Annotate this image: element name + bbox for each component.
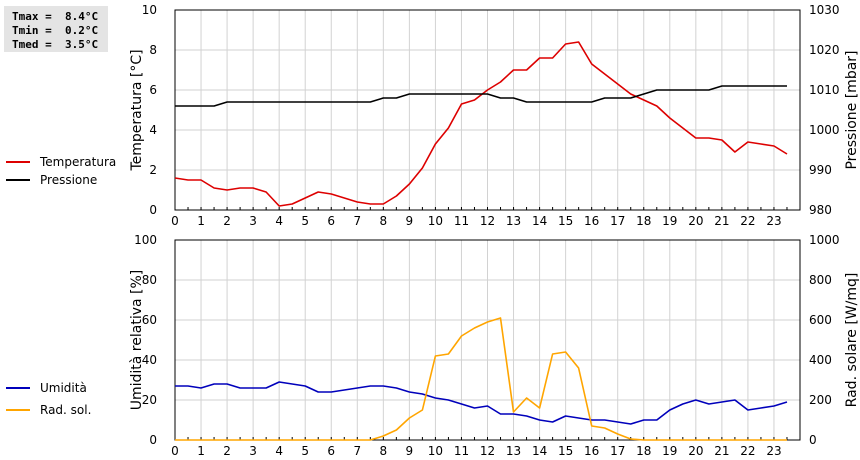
bottom-xtick-label: 20 xyxy=(688,444,703,458)
top-xtick-label: 9 xyxy=(406,214,414,228)
top-ytick-label: 10 xyxy=(142,3,157,17)
top-series-pressione xyxy=(175,85,787,107)
tmax-stat: Tmax = 8.4°C xyxy=(12,10,99,23)
top-y2tick-label: 990 xyxy=(809,163,832,177)
bottom-xtick-label: 0 xyxy=(171,444,179,458)
top-ytick-label: 0 xyxy=(149,203,157,217)
top-xtick-label: 3 xyxy=(249,214,257,228)
top-ylabel: Temperatura [°C] xyxy=(129,49,145,171)
bottom-xtick-label: 3 xyxy=(249,444,257,458)
top-y2tick-label: 1030 xyxy=(809,3,840,17)
top-ytick-label: 6 xyxy=(149,83,157,97)
bottom-xtick-label: 5 xyxy=(301,444,309,458)
bottom-ytick-label: 0 xyxy=(149,433,157,447)
top-xtick-label: 5 xyxy=(301,214,309,228)
top-xtick-label: 14 xyxy=(532,214,547,228)
bottom-xtick-label: 18 xyxy=(636,444,651,458)
bottom-ytick-label: 60 xyxy=(142,313,157,327)
top-y2tick-label: 1020 xyxy=(809,43,840,57)
legend-label-temperatura: Temperatura xyxy=(40,155,117,169)
top-xtick-label: 22 xyxy=(740,214,755,228)
legend-item-temperatura: Temperatura xyxy=(6,155,116,169)
bottom-y2label: Rad. solare [W/mq] xyxy=(844,273,860,408)
bottom-xtick-label: 21 xyxy=(714,444,729,458)
bottom-xtick-label: 11 xyxy=(454,444,469,458)
bottom-xtick-label: 16 xyxy=(584,444,599,458)
top-xtick-label: 7 xyxy=(353,214,361,228)
bottom-xtick-label: 8 xyxy=(380,444,388,458)
top-xtick-label: 8 xyxy=(380,214,388,228)
legend-label-radsol: Rad. sol. xyxy=(40,403,92,417)
tmed-stat: Tmed = 3.5°C xyxy=(12,38,99,51)
top-y2label: Pressione [mbar] xyxy=(844,50,860,169)
bottom-xtick-label: 9 xyxy=(406,444,414,458)
top-xtick-label: 21 xyxy=(714,214,729,228)
bottom-xtick-label: 13 xyxy=(506,444,521,458)
legend-swatch-temperatura xyxy=(6,161,30,163)
bottom-y2tick-label: 800 xyxy=(809,273,832,287)
top-xtick-label: 20 xyxy=(688,214,703,228)
top-xtick-label: 11 xyxy=(454,214,469,228)
stats-box: Tmax = 8.4°C Tmin = 0.2°C Tmed = 3.5°C xyxy=(4,6,108,52)
legend-swatch-pressione xyxy=(6,179,30,181)
legend-label-pressione: Pressione xyxy=(40,173,98,187)
top-xtick-label: 12 xyxy=(480,214,495,228)
bottom-ytick-label: 20 xyxy=(142,393,157,407)
bottom-ytick-label: 80 xyxy=(142,273,157,287)
top-xtick-label: 2 xyxy=(223,214,231,228)
bottom-y2tick-label: 1000 xyxy=(809,233,840,247)
bottom-xtick-label: 14 xyxy=(532,444,547,458)
bottom-series-umidit xyxy=(175,381,788,425)
top-xtick-label: 1 xyxy=(197,214,205,228)
top-xtick-label: 4 xyxy=(275,214,283,228)
top-plot-frame xyxy=(174,9,801,211)
legend-swatch-umidita xyxy=(6,387,30,389)
top-ytick-label: 8 xyxy=(149,43,157,57)
bottom-xtick-label: 23 xyxy=(766,444,781,458)
top-ytick-label: 2 xyxy=(149,163,157,177)
bottom-xtick-label: 15 xyxy=(558,444,573,458)
bottom-xtick-label: 1 xyxy=(197,444,205,458)
bottom-ytick-label: 100 xyxy=(134,233,157,247)
top-series-temperatura xyxy=(174,41,788,207)
bottom-y2tick-label: 400 xyxy=(809,353,832,367)
top-y2tick-label: 980 xyxy=(809,203,832,217)
legend-swatch-radsol xyxy=(6,409,30,411)
top-xtick-label: 15 xyxy=(558,214,573,228)
top-ytick-label: 4 xyxy=(149,123,157,137)
bottom-xtick-label: 4 xyxy=(275,444,283,458)
top-xtick-label: 17 xyxy=(610,214,625,228)
bottom-xtick-label: 19 xyxy=(662,444,677,458)
bottom-y2tick-label: 200 xyxy=(809,393,832,407)
bottom-xtick-label: 6 xyxy=(327,444,335,458)
bottom-series-rad-sol xyxy=(175,317,787,441)
top-xtick-label: 19 xyxy=(662,214,677,228)
top-xtick-label: 10 xyxy=(428,214,443,228)
bottom-y2tick-label: 600 xyxy=(809,313,832,327)
legend-item-umidita: Umidità xyxy=(6,381,87,395)
legend-item-pressione: Pressione xyxy=(6,173,97,187)
bottom-ylabel: Umidità relativa [%] xyxy=(129,270,145,411)
top-y2tick-label: 1010 xyxy=(809,83,840,97)
bottom-xtick-label: 17 xyxy=(610,444,625,458)
top-xtick-label: 23 xyxy=(766,214,781,228)
legend-item-radsol: Rad. sol. xyxy=(6,403,91,417)
bottom-xtick-label: 10 xyxy=(428,444,443,458)
tmin-stat: Tmin = 0.2°C xyxy=(12,24,99,37)
top-y2tick-label: 1000 xyxy=(809,123,840,137)
top-xtick-label: 18 xyxy=(636,214,651,228)
bottom-xtick-label: 22 xyxy=(740,444,755,458)
bottom-xtick-label: 7 xyxy=(353,444,361,458)
bottom-xtick-label: 12 xyxy=(480,444,495,458)
legend-label-umidita: Umidità xyxy=(40,381,87,395)
bottom-ytick-label: 40 xyxy=(142,353,157,367)
top-xtick-label: 6 xyxy=(327,214,335,228)
bottom-xtick-label: 2 xyxy=(223,444,231,458)
bottom-y2tick-label: 0 xyxy=(809,433,817,447)
top-xtick-label: 0 xyxy=(171,214,179,228)
top-xtick-label: 13 xyxy=(506,214,521,228)
bottom-plot-frame xyxy=(174,239,801,441)
top-xtick-label: 16 xyxy=(584,214,599,228)
